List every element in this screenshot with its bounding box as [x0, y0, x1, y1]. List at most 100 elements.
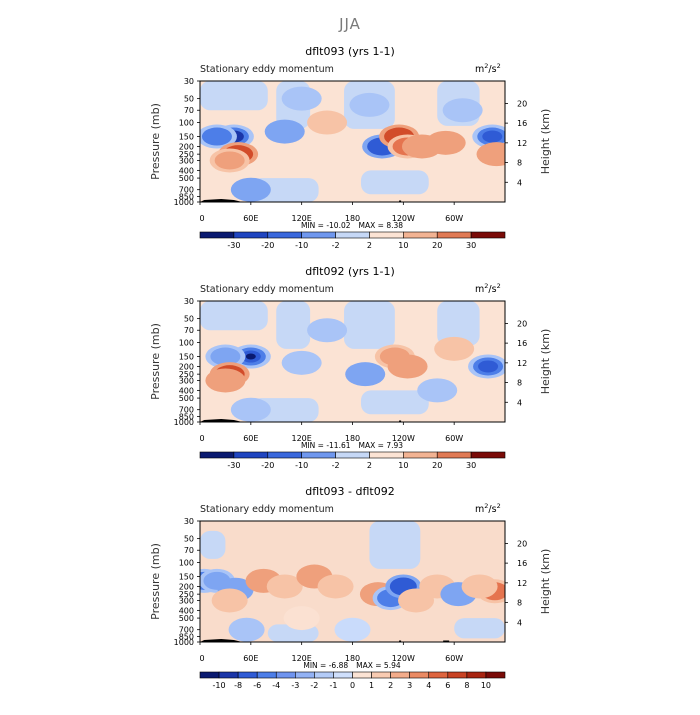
- contour-feature: [210, 347, 241, 366]
- colorbar-box: [436, 231, 472, 239]
- y-tick-label: 700: [179, 626, 194, 635]
- variable-label: Stationary eddy momentum: [200, 64, 334, 75]
- units-part: 2: [484, 62, 489, 70]
- y-tick-label: 150: [179, 573, 194, 582]
- x-tick-label: 60W: [445, 434, 463, 443]
- min-label: MIN =: [303, 661, 328, 670]
- y-tick-label: 1000: [174, 198, 194, 207]
- x-tick-label: 60W: [445, 214, 463, 223]
- colorbar-label: 10: [481, 681, 491, 690]
- colorbar-box: [333, 671, 353, 679]
- max-label: MAX =: [359, 221, 387, 230]
- units-part: /s: [488, 64, 497, 76]
- y-tick-label: 70: [184, 326, 194, 335]
- colorbar-box: [403, 451, 438, 459]
- max-value: 7.93: [386, 441, 403, 450]
- x-tick-label: 0: [199, 654, 204, 663]
- chart-panel-1: dflt093 (yrs 1-1) Stationary eddy momentu…: [0, 45, 700, 275]
- y-tick-label: 700: [179, 406, 194, 415]
- y-axis-label: Pressure (mb): [149, 543, 162, 620]
- y-tick-label: 30: [184, 517, 194, 526]
- colorbar-label: 1: [369, 681, 374, 690]
- y2-tick-label: 8: [517, 379, 522, 388]
- colorbar-label: -20: [261, 461, 274, 470]
- colorbar-label: -3: [291, 681, 299, 690]
- contour-field: [200, 81, 505, 202]
- min-max-label: MIN = -10.02 MAX = 8.38: [301, 221, 403, 230]
- y2-tick-label: 16: [517, 339, 527, 348]
- x-tick-label: 180: [345, 214, 360, 223]
- colorbar-label: 30: [466, 241, 476, 250]
- colorbar-label: -8: [234, 681, 242, 690]
- x-tick-label: 120W: [392, 434, 415, 443]
- contour-field: [200, 301, 505, 422]
- contour-band-negative: [200, 81, 268, 111]
- y-tick-label: 300: [179, 156, 194, 165]
- colorbar-box: [267, 451, 302, 459]
- topography: [399, 420, 402, 422]
- y2-tick-label: 16: [517, 119, 527, 128]
- y-tick-label: 500: [179, 614, 194, 623]
- colorbar-box: [301, 231, 336, 239]
- x-tick-label: 180: [345, 654, 360, 663]
- contour-feature: [264, 119, 305, 144]
- y2-tick-label: 12: [517, 359, 527, 368]
- colorbar-label: -2: [332, 461, 340, 470]
- x-tick-label: 180: [345, 434, 360, 443]
- colorbar-box: [371, 671, 391, 679]
- y-tick-label: 50: [184, 95, 194, 104]
- y-tick-label: 100: [179, 559, 194, 568]
- y2-axis-label: Height (km): [539, 549, 552, 615]
- y-tick-label: 70: [184, 546, 194, 555]
- contour-band-negative: [369, 521, 421, 569]
- contour-field: [200, 521, 505, 642]
- contour-feature: [317, 574, 354, 599]
- units-part: 2: [496, 62, 501, 70]
- y-tick-label: 100: [179, 339, 194, 348]
- contour-feature: [281, 350, 322, 375]
- panel-plot: 3050701001502002503004005007008501000201…: [149, 517, 552, 690]
- topography: [399, 200, 402, 202]
- y2-tick-label: 12: [517, 139, 527, 148]
- colorbar-label: 6: [445, 681, 450, 690]
- y-tick-label: 200: [179, 582, 194, 591]
- x-tick-label: 0: [199, 434, 204, 443]
- colorbar-box: [369, 451, 404, 459]
- contour-feature: [245, 353, 256, 360]
- topography: [200, 639, 243, 642]
- colorbar-box: [485, 671, 506, 679]
- panel-title: dflt093 - dflt092: [305, 485, 395, 498]
- panel-title: dflt092 (yrs 1-1): [305, 265, 395, 278]
- y-tick-label: 150: [179, 353, 194, 362]
- max-label: MAX =: [359, 441, 387, 450]
- min-value: -11.61: [326, 441, 350, 450]
- min-value: -6.88: [329, 661, 349, 670]
- colorbar-box: [428, 671, 449, 679]
- colorbar-label: -10: [295, 241, 308, 250]
- colorbar-label: 2: [367, 461, 372, 470]
- colorbar-label: -2: [310, 681, 318, 690]
- colorbar-box: [218, 671, 239, 679]
- contour-feature: [387, 354, 428, 379]
- y-tick-label: 50: [184, 535, 194, 544]
- contour-feature: [425, 130, 466, 155]
- colorbar-box: [447, 671, 468, 679]
- y-axis-label: Pressure (mb): [149, 323, 162, 400]
- colorbar-label: 30: [466, 461, 476, 470]
- x-tick-label: 120E: [292, 654, 312, 663]
- y-tick-label: 30: [184, 77, 194, 86]
- y-tick-label: 700: [179, 186, 194, 195]
- y2-tick-label: 8: [517, 599, 522, 608]
- units-label: m2/s2: [475, 62, 501, 75]
- colorbar-label: -4: [272, 681, 280, 690]
- y-tick-label: 1000: [174, 418, 194, 427]
- colorbar-label: -10: [213, 681, 226, 690]
- panel-plot: 3050701001502002503004005007008501000201…: [149, 297, 552, 470]
- chart-panel-2: dflt092 (yrs 1-1) Stationary eddy momentu…: [0, 265, 700, 495]
- contour-feature: [434, 336, 475, 361]
- y-tick-label: 300: [179, 596, 194, 605]
- colorbar-box: [256, 671, 277, 679]
- max-value: 5.94: [384, 661, 401, 670]
- colorbar-label: 20: [432, 241, 442, 250]
- contour-feature: [266, 574, 303, 599]
